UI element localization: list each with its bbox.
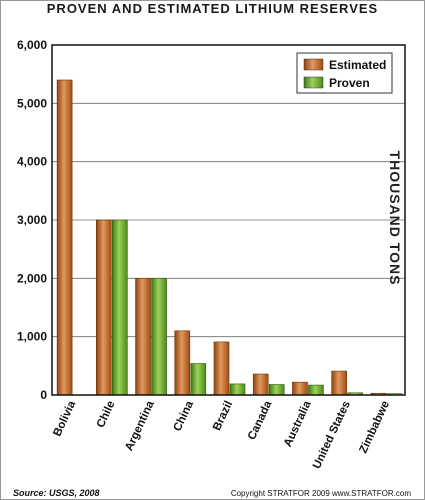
legend-label-estimated: Estimated xyxy=(329,58,386,72)
y-tick-labels: 0 1,000 2,000 3,000 4,000 5,000 6,000 xyxy=(17,38,47,402)
bar-estimated-argentina xyxy=(135,278,151,396)
bar-proven-australia xyxy=(308,384,324,396)
x-tick-label: Bolivia xyxy=(52,399,79,439)
bar-estimated-brazil xyxy=(213,341,230,396)
y-tick-label: 4,000 xyxy=(17,155,47,169)
legend-swatch-estimated xyxy=(303,58,324,71)
legend: Estimated Proven xyxy=(296,52,393,94)
copyright-note: Copyright STRATFOR 2009 www.STRATFOR.com xyxy=(230,489,411,498)
bar-estimated-canada xyxy=(252,373,269,396)
y-tick-label: 3,000 xyxy=(17,213,47,227)
plot-border xyxy=(51,44,406,396)
bar-proven-china xyxy=(190,363,207,396)
x-tick-label: Canada xyxy=(246,399,275,442)
x-tick-label: Chile xyxy=(95,399,118,430)
bars xyxy=(56,79,403,396)
bar-estimated-bolivia xyxy=(56,79,73,396)
y-tick-label: 5,000 xyxy=(17,96,47,110)
y-tick-label: 6,000 xyxy=(17,38,47,52)
x-tick-label: Australia xyxy=(282,399,314,449)
bar-proven-chile xyxy=(112,219,128,396)
source-note: Source: USGS, 2008 xyxy=(13,488,100,498)
y-axis-label: THOUSAND TONS xyxy=(387,151,403,286)
legend-label-proven: Proven xyxy=(329,76,370,90)
y-tick-label: 2,000 xyxy=(17,271,47,285)
y-tick-label: 1,000 xyxy=(17,330,47,344)
bar-proven-brazil xyxy=(229,383,246,396)
x-tick-label: Argentina xyxy=(123,399,157,453)
x-tick-label: United States xyxy=(311,399,353,471)
chart-title: PROVEN AND ESTIMATED LITHIUM RESERVES xyxy=(46,1,379,16)
bar-estimated-china xyxy=(174,330,191,396)
x-tick-label: Brazil xyxy=(211,399,235,432)
bar-proven-argentina xyxy=(151,278,167,396)
x-tick-label: China xyxy=(172,399,197,434)
bar-proven-canada xyxy=(268,384,285,396)
bar-estimated-chile xyxy=(96,219,112,396)
x-tick-labels: Bolivia Chile Argentina China Brazil Canada Au… xyxy=(52,399,393,471)
x-tick-label: Zimbabwe xyxy=(357,399,392,455)
y-tick-label: 0 xyxy=(40,388,47,402)
bar-estimated-australia xyxy=(292,381,308,396)
legend-swatch-proven xyxy=(303,76,324,89)
bar-estimated-united-states xyxy=(331,370,347,396)
